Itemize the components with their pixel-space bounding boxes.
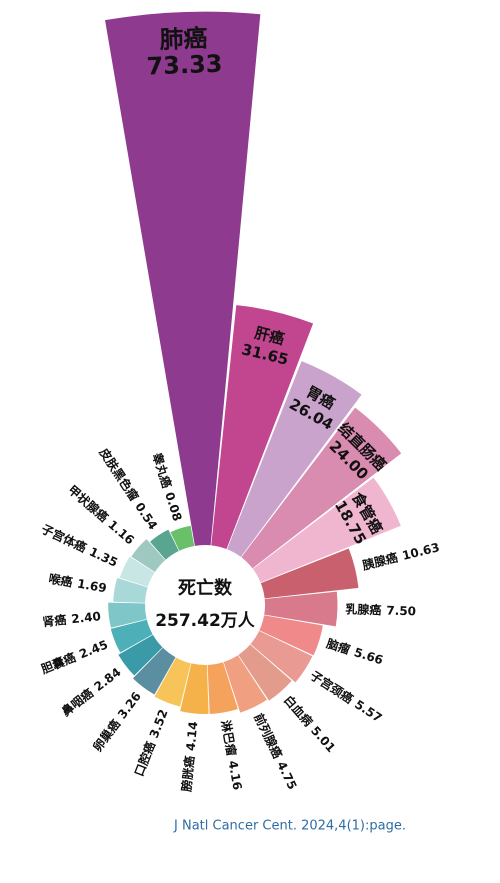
sector-label: 子宫颈癌5.57 <box>308 667 385 725</box>
category-name: 子宫体癌 <box>39 521 89 555</box>
value-label: 2.84 <box>91 665 123 694</box>
sector-label: 鼻咽癌2.84 <box>58 664 123 719</box>
sector-label: 白血病5.01 <box>281 692 339 755</box>
category-name: 口腔癌 <box>130 739 157 778</box>
rose-sector <box>238 644 292 701</box>
value-label: 2.40 <box>71 609 102 626</box>
category-name: 肾癌 <box>42 611 67 628</box>
category-name: 卵巢癌 <box>89 716 123 754</box>
rose-sector <box>132 647 176 695</box>
value-label: 0.54 <box>133 500 161 532</box>
center-hole <box>146 546 264 664</box>
category-name: 淋巴瘤 <box>219 719 240 757</box>
total-value: 257.42 <box>155 611 221 631</box>
category-name: 肺癌 <box>159 24 208 54</box>
category-name: 胰腺癌 <box>361 549 400 572</box>
rose-sector <box>264 591 338 627</box>
sector-label: 卵巢癌3.26 <box>89 688 143 753</box>
rose-sector <box>154 657 191 707</box>
sector-label: 喉癌 1.69 <box>48 570 108 595</box>
value-label: 1.16 <box>106 517 138 547</box>
category-name: 胆囊癌 <box>39 649 78 676</box>
value-label: 7.50 <box>386 603 416 618</box>
value-label: 5.01 <box>308 723 338 754</box>
value-label: 4.14 <box>183 721 200 752</box>
rose-sector <box>105 11 261 546</box>
value-label: 4.16 <box>226 759 245 791</box>
rose-sector <box>259 615 323 656</box>
category-name: 白血病 <box>281 692 316 729</box>
category-name: 膀胱癌 <box>178 755 197 793</box>
sector-label: 胆囊癌2.45 <box>39 636 110 676</box>
rose-sector <box>211 305 314 549</box>
value-label: 4.75 <box>275 759 300 792</box>
rose-sector <box>241 407 402 569</box>
rose-sector <box>110 619 153 653</box>
category-name: 鼻咽癌 <box>58 685 96 719</box>
category-name: 乳腺癌 <box>345 601 381 617</box>
value-label: 5.66 <box>353 645 385 667</box>
sector-label: 乳腺癌 7.50 <box>345 601 416 618</box>
center-total: 257.42万人 <box>155 611 256 631</box>
value-label: 73.33 <box>146 50 223 81</box>
rose-sector <box>131 539 166 573</box>
sector-label: 前列腺癌4.75 <box>252 711 301 792</box>
rose-sector <box>207 662 238 715</box>
category-name: 甲状腺癌 <box>66 482 112 525</box>
value-label: 3.52 <box>146 707 170 740</box>
sector-label: 脑瘤5.66 <box>324 635 385 667</box>
value-label: 5.57 <box>352 697 384 725</box>
rose-sector <box>252 477 401 583</box>
category-name: 脑瘤 <box>324 635 352 657</box>
value-label: 0.08 <box>163 490 185 522</box>
rose-sector <box>180 663 209 714</box>
sector-label: 肾癌 2.40 <box>42 608 102 629</box>
center-label: 死亡数 <box>178 577 233 599</box>
category-name: 子宫颈癌 <box>308 667 356 706</box>
source: J Natl Cancer Cent. 2024,4(1):page. <box>173 819 406 834</box>
sector-label: 肺癌73.33 <box>145 24 223 81</box>
category-name: 睾丸癌 <box>150 451 175 490</box>
rose-sector <box>170 525 195 551</box>
sector-label: 膀胱癌 4.14 <box>178 721 200 794</box>
value-label: 10.63 <box>401 540 441 563</box>
rose-sector <box>118 634 163 676</box>
value-label: 2.45 <box>77 637 110 661</box>
rose-sector <box>260 548 359 599</box>
category-name: 皮肤黑色瘤 <box>96 444 142 503</box>
category-name: 喉癌 <box>48 570 74 589</box>
value-label: 1.69 <box>76 576 108 595</box>
rose-sector <box>227 361 362 557</box>
value-label: 1.35 <box>87 544 120 569</box>
rose-sector <box>113 578 148 603</box>
rose-sector <box>150 529 179 560</box>
total-unit: 万人 <box>220 611 256 631</box>
sector-label: 胰腺癌10.63 <box>361 539 441 573</box>
category-name: 前列腺癌 <box>252 711 286 761</box>
sector-label: 口腔癌3.52 <box>130 707 170 778</box>
sector-label: 淋巴瘤 4.16 <box>219 719 246 791</box>
rose-sector <box>223 655 267 713</box>
rose-sector <box>119 556 155 587</box>
rose-sector <box>108 602 147 628</box>
rose-sector <box>250 630 313 683</box>
value-label: 3.26 <box>115 689 144 721</box>
